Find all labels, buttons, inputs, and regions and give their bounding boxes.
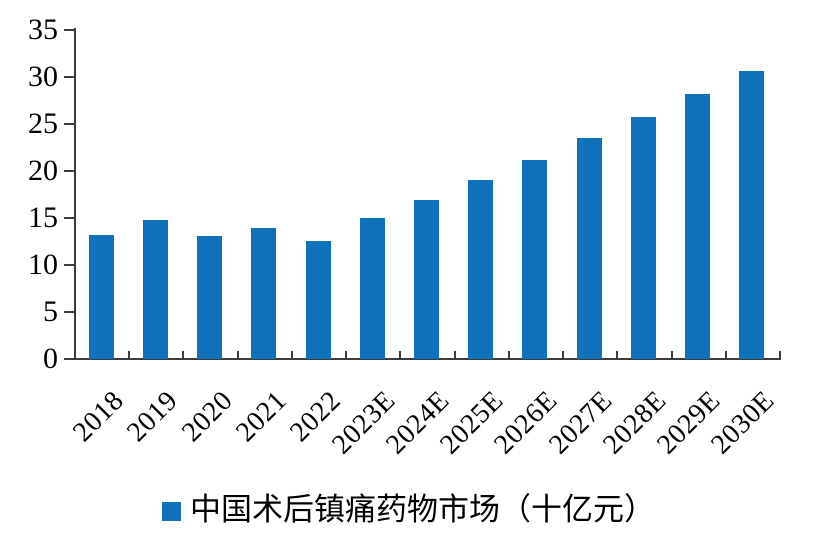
y-axis-tick — [64, 264, 74, 266]
x-axis-tick — [128, 351, 131, 359]
y-axis-tick — [64, 170, 74, 172]
x-axis-tick — [74, 351, 76, 359]
x-axis-tick — [670, 351, 673, 359]
x-axis-tick-label: 2021 — [229, 385, 293, 448]
y-axis-tick — [64, 358, 74, 360]
bar-2028E — [630, 117, 656, 359]
x-axis-tick — [453, 351, 456, 359]
y-axis-tick-label: 35 — [28, 13, 58, 46]
bar-2022 — [305, 240, 331, 359]
x-axis-tick — [507, 351, 510, 359]
x-axis-tick — [182, 351, 185, 359]
y-axis — [74, 28, 76, 360]
y-axis-tick — [64, 76, 74, 78]
bar-2027E — [576, 138, 602, 359]
bar-2029E — [685, 93, 711, 359]
x-axis-tick — [616, 351, 619, 359]
y-axis-tick-label: 0 — [43, 342, 58, 375]
bar-2030E — [739, 71, 765, 359]
y-axis-tick-label: 10 — [28, 248, 58, 281]
bar-2026E — [522, 159, 548, 359]
x-axis-tick-label: 2019 — [121, 385, 185, 448]
y-axis-tick — [64, 217, 74, 219]
bar-2024E — [414, 200, 439, 359]
x-axis-tick — [290, 351, 293, 359]
bar-2020 — [197, 235, 223, 359]
legend: 中国术后镇痛药物市场（十亿元） — [0, 491, 817, 529]
y-axis-tick-label: 5 — [43, 295, 58, 328]
x-axis-tick — [779, 351, 781, 359]
x-axis-tick — [724, 351, 727, 359]
y-axis-tick — [64, 123, 74, 125]
y-axis-tick — [64, 29, 74, 31]
x-axis-tick — [399, 351, 402, 359]
bar-2021 — [251, 228, 277, 359]
x-axis — [74, 358, 781, 360]
bar-2023E — [359, 218, 385, 359]
y-axis-tick-label: 20 — [28, 154, 58, 187]
plot-area — [74, 30, 779, 359]
y-axis-tick-label: 30 — [28, 60, 58, 93]
bar-2018 — [88, 234, 114, 359]
legend-label: 中国术后镇痛药物市场（十亿元） — [190, 492, 655, 527]
x-axis-tick — [562, 351, 565, 359]
x-axis-tick — [236, 351, 239, 359]
y-axis-tick-label: 15 — [28, 201, 58, 234]
x-axis-tick-label: 2020 — [175, 385, 239, 448]
y-axis-tick-label: 25 — [28, 107, 58, 140]
y-axis-tick — [64, 311, 74, 313]
x-axis-tick-label: 2018 — [67, 385, 131, 448]
bar-2019 — [142, 219, 168, 359]
legend-swatch-icon — [162, 502, 181, 521]
bar-2025E — [468, 180, 494, 359]
x-axis-tick — [345, 351, 348, 359]
